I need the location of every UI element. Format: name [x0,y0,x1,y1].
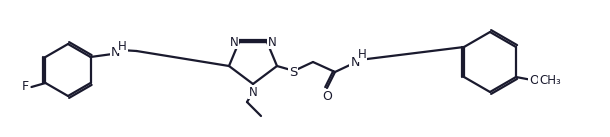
Text: N: N [350,55,360,68]
Text: S: S [289,65,297,79]
Text: N: N [229,35,239,48]
Text: N: N [111,45,120,58]
Text: H: H [118,39,127,52]
Text: H: H [357,48,367,62]
Text: N: N [249,85,257,99]
Text: N: N [268,35,276,48]
Text: O: O [322,89,332,102]
Text: O: O [529,73,539,86]
Text: F: F [22,81,29,93]
Text: CH₃: CH₃ [539,73,561,86]
